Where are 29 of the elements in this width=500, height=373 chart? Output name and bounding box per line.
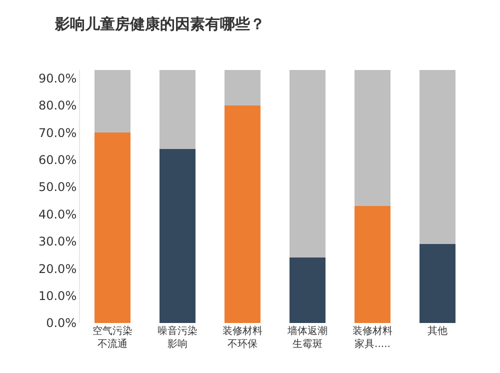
bar [290, 70, 326, 258]
x-tick-label: 空气污染不流通 [92, 325, 132, 350]
bar [354, 70, 390, 206]
chart-title: 影响儿童房健康的因素有哪些？ [54, 15, 265, 34]
x-tick-label: 装修材料不环保 [222, 325, 262, 350]
y-tick-label: 50.0% [38, 180, 77, 194]
x-tick-label: 其他 [428, 325, 448, 337]
bar [224, 70, 260, 106]
y-tick-label: 0.0% [46, 316, 77, 330]
bar [420, 70, 456, 244]
y-tick-label: 60.0% [38, 152, 77, 167]
bar [224, 105, 260, 323]
y-tick-label: 10.0% [38, 289, 77, 303]
bar [94, 132, 130, 323]
bar [354, 206, 390, 323]
y-tick-label: 40.0% [38, 207, 77, 222]
y-tick-label: 90.0% [38, 71, 77, 86]
bar [94, 70, 130, 133]
y-tick-label: 30.0% [38, 234, 77, 249]
bar [420, 244, 456, 323]
x-tick-label: 墙体返潮生霉斑 [286, 325, 328, 350]
bar [290, 258, 326, 323]
bar [160, 148, 196, 323]
x-tick-label: 装修材料家具..... [352, 325, 392, 350]
x-tick-label: 噪音污染影响 [158, 325, 198, 350]
y-tick-label: 70.0% [38, 126, 77, 140]
bar [160, 70, 196, 149]
y-tick-label: 80.0% [38, 98, 77, 113]
y-tick-label: 20.0% [38, 262, 77, 276]
